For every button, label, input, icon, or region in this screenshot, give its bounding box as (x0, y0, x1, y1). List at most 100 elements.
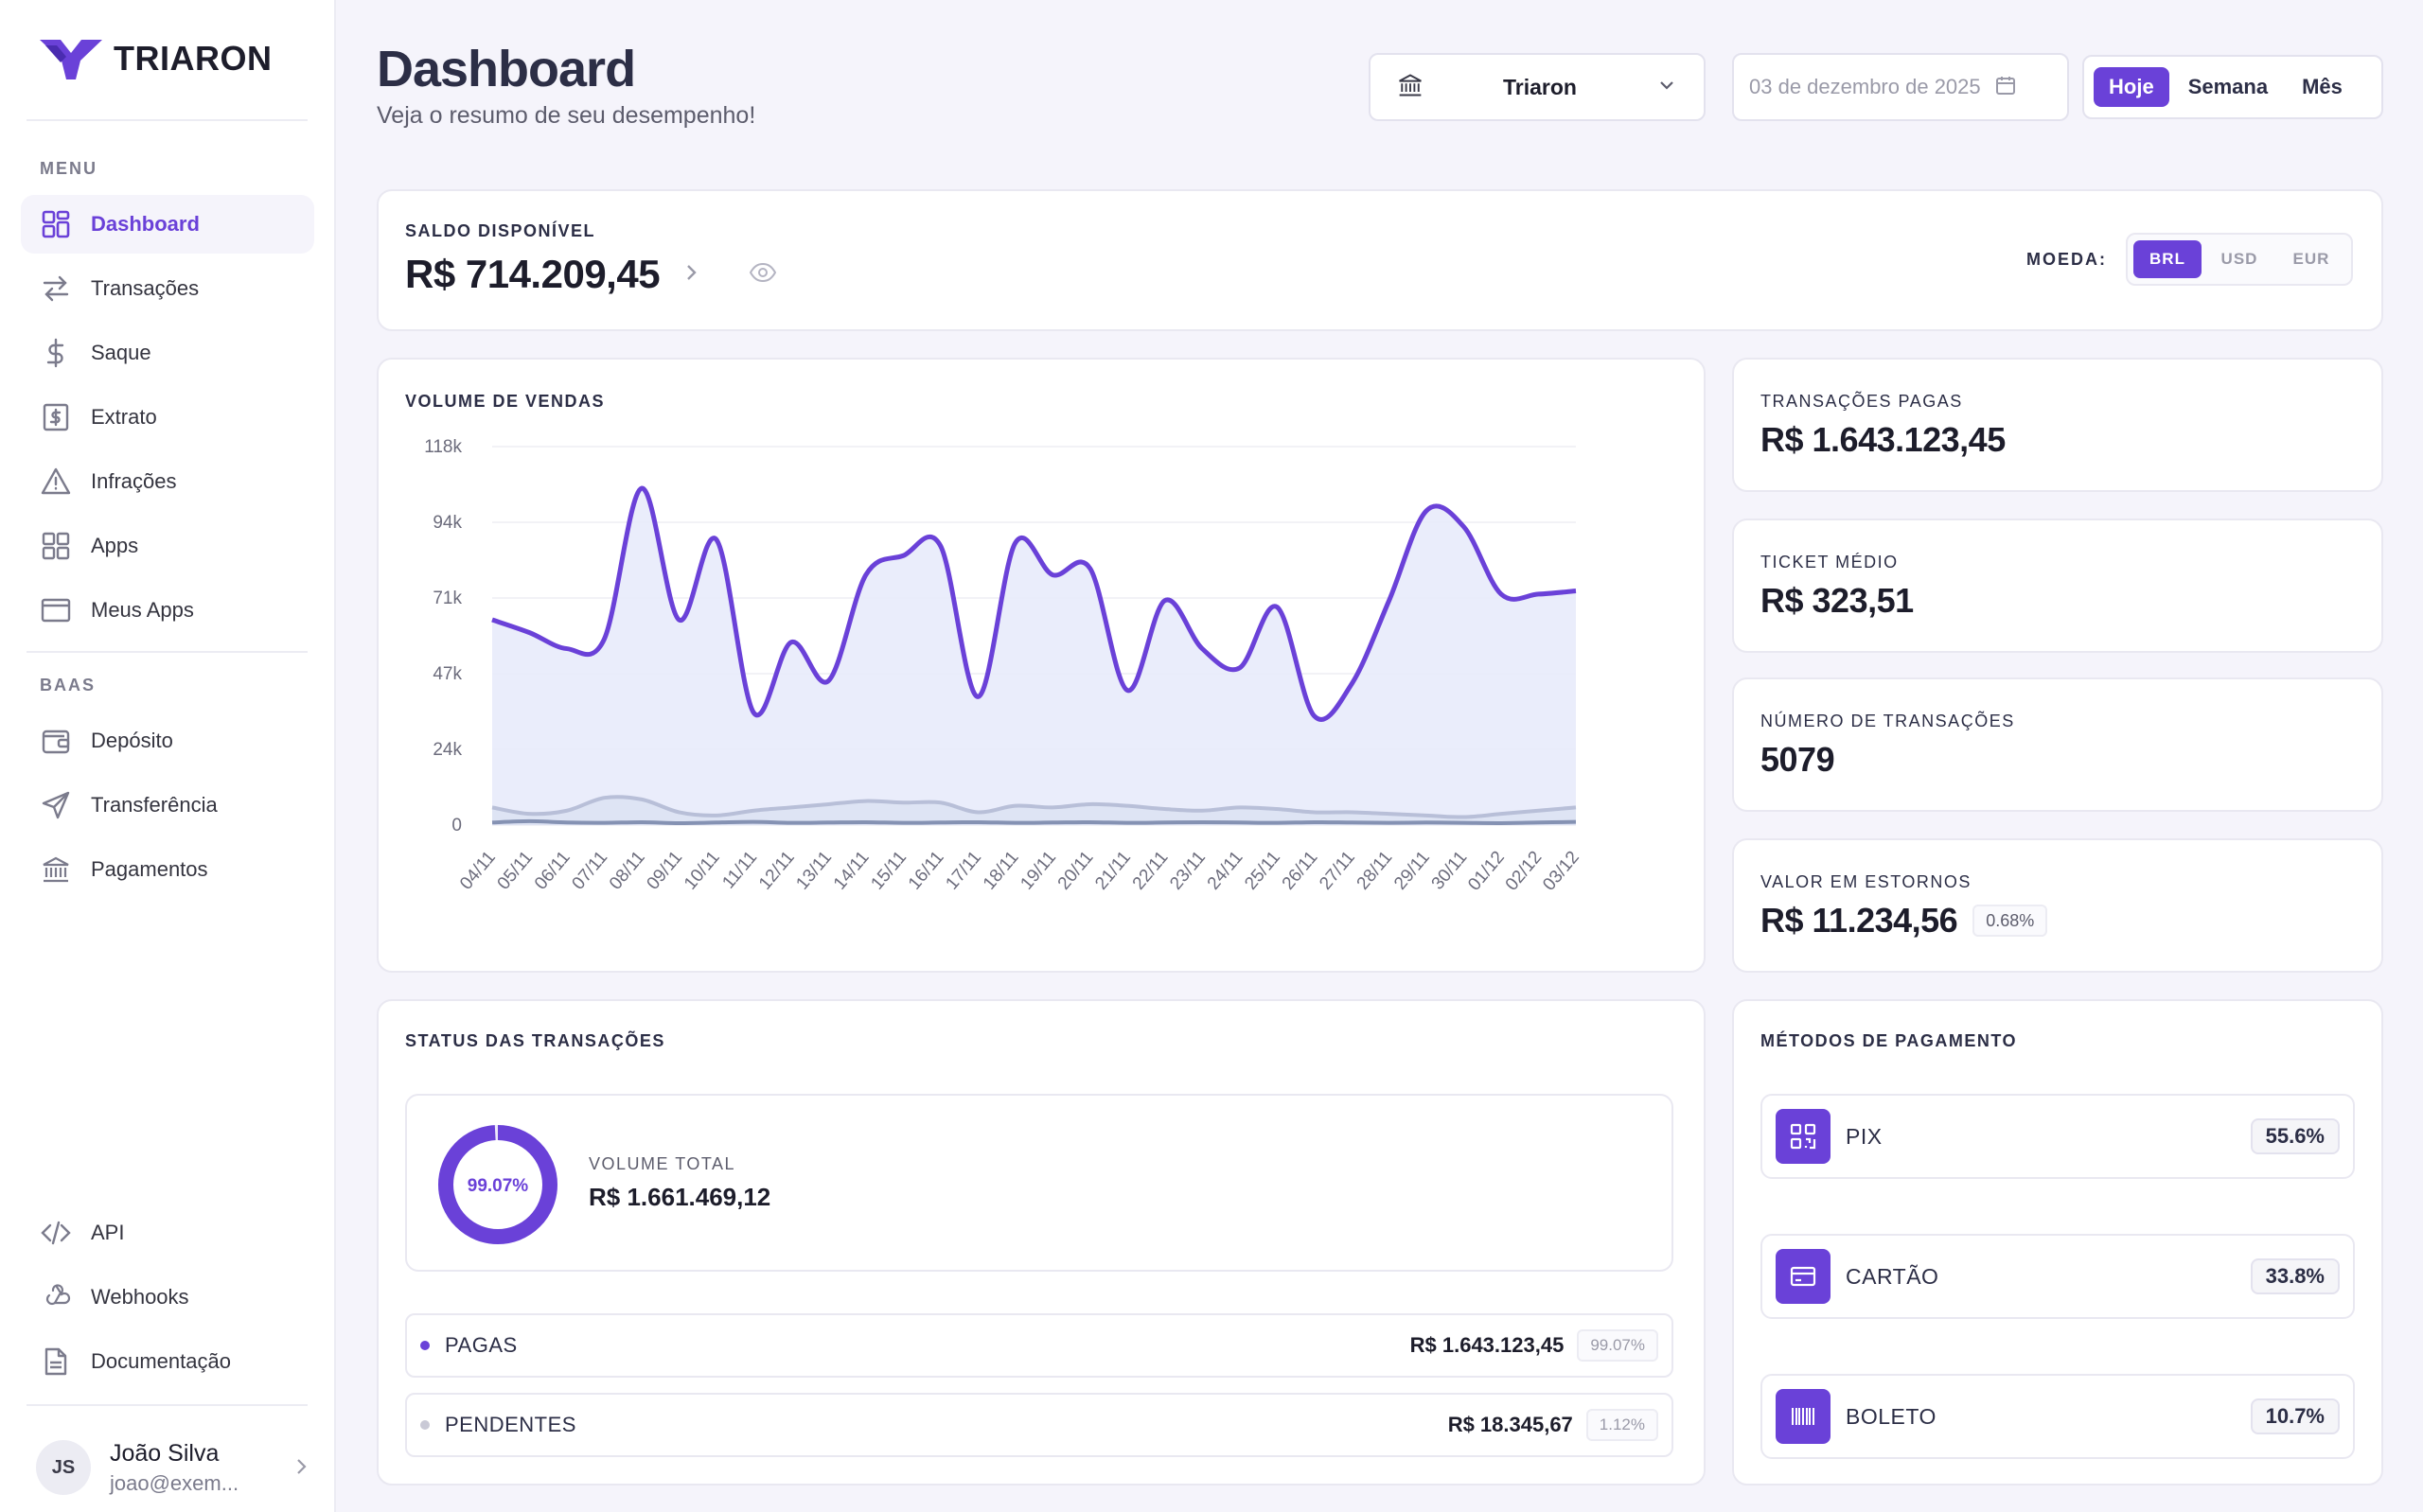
user-profile[interactable]: JS João Silva joao@exem... (36, 1434, 310, 1501)
kpi-ticket-card: TICKET MÉDIO R$ 323,51 (1732, 519, 2383, 653)
sidebar-item-label: Meus Apps (91, 598, 194, 622)
sidebar-item-meus-apps[interactable]: Meus Apps (21, 581, 314, 640)
volume-box: 99.07% VOLUME TOTAL R$ 1.661.469,12 (405, 1094, 1673, 1272)
period-toggle: Hoje Semana Mês (2082, 55, 2383, 119)
kpi-value: R$ 323,51 (1760, 581, 1914, 620)
x-tick-label: 28/11 (1353, 848, 1397, 894)
period-week-button[interactable]: Semana (2187, 75, 2269, 98)
currency-eur-button[interactable]: EUR (2292, 250, 2330, 268)
sidebar-item-label: Saque (91, 341, 151, 364)
y-tick-label: 71k (433, 589, 462, 608)
balance-card: SALDO DISPONÍVEL R$ 714.209,45 MOEDA: BR… (377, 189, 2383, 331)
currency-brl-button[interactable]: BRL (2133, 240, 2202, 278)
triaron-logo-icon (40, 40, 102, 79)
status-amount: R$ 18.345,67 (1447, 1413, 1573, 1436)
brand-name: TRIARON (114, 39, 273, 78)
payment-method-percent: 55.6% (2250, 1118, 2340, 1154)
sidebar-item-label: API (91, 1221, 125, 1244)
sidebar-item-extrato[interactable]: Extrato (21, 388, 314, 447)
sidebar-item-deposito[interactable]: Depósito (21, 712, 314, 770)
chevron-right-icon[interactable] (682, 260, 701, 290)
sales-chart: 0 24k 47k 71k 94k 118k 04/1105/1106/1107/1108/… (424, 437, 1583, 895)
y-tick-label: 24k (433, 740, 462, 760)
status-amount: R$ 1.643.123,45 (1409, 1333, 1565, 1357)
dollar-icon (40, 337, 72, 369)
receipt-icon (40, 401, 72, 433)
series-line-1 (491, 795, 1577, 819)
status-donut: 99.07% (438, 1125, 557, 1244)
divider (27, 1404, 308, 1406)
account-select[interactable]: Triaron (1369, 53, 1706, 121)
kpi-value: 5079 (1760, 740, 1835, 779)
x-tick-label: 29/11 (1390, 848, 1434, 894)
period-today-button[interactable]: Hoje (2094, 67, 2169, 107)
balance-value: R$ 714.209,45 (405, 252, 661, 296)
period-month-button[interactable]: Mês (2302, 75, 2343, 98)
sidebar-item-apps[interactable]: Apps (21, 517, 314, 575)
sidebar-item-saque[interactable]: Saque (21, 324, 314, 382)
logo[interactable]: TRIARON (40, 38, 273, 79)
kpi-value: R$ 11.234,56 (1760, 901, 1958, 940)
x-tick-label: 09/11 (643, 848, 686, 894)
wallet-icon (40, 725, 72, 757)
currency-toggle: BRL USD EUR (2126, 233, 2353, 286)
sidebar-item-label: Dashboard (91, 212, 200, 236)
x-tick-label: 15/11 (867, 848, 911, 894)
x-tick-label: 19/11 (1017, 848, 1060, 894)
donut-percent: 99.07% (468, 1176, 529, 1196)
sidebar-item-transacoes[interactable]: Transações (21, 259, 314, 318)
status-card: STATUS DAS TRANSAÇÕES 99.07% VOLUME TOTA… (377, 999, 1706, 1486)
x-tick-label: 06/11 (531, 848, 575, 894)
kpi-label: VALOR EM ESTORNOS (1760, 872, 1972, 891)
bank-icon (40, 853, 72, 886)
sidebar-item-infracoes[interactable]: Infrações (21, 452, 314, 511)
window-icon (40, 594, 72, 626)
barcode-icon (1776, 1389, 1831, 1444)
kpi-label: NÚMERO DE TRANSAÇÕES (1760, 712, 2015, 730)
x-tick-label: 22/11 (1129, 848, 1173, 894)
credit-card-icon (1776, 1249, 1831, 1304)
x-tick-label: 20/11 (1054, 848, 1098, 894)
user-email: joao@exem... (110, 1470, 239, 1495)
x-tick-label: 05/11 (494, 848, 538, 894)
x-tick-label: 10/11 (681, 848, 724, 894)
x-tick-label: 30/11 (1428, 848, 1472, 894)
payment-method-pix: PIX 55.6% (1760, 1094, 2355, 1179)
x-tick-label: 18/11 (980, 848, 1023, 894)
eye-icon[interactable] (749, 262, 777, 288)
apps-icon (40, 530, 72, 562)
kpi-label: TICKET MÉDIO (1760, 553, 1899, 571)
code-icon (40, 1217, 72, 1249)
payment-methods-title: MÉTODOS DE PAGAMENTO (1760, 1031, 2018, 1050)
x-tick-label: 13/11 (792, 848, 836, 894)
kpi-refunds-card: VALOR EM ESTORNOS R$ 11.234,56 0.68% (1732, 838, 2383, 973)
sidebar-item-pagamentos[interactable]: Pagamentos (21, 840, 314, 899)
x-tick-label: 04/11 (456, 848, 500, 894)
x-tick-label: 12/11 (755, 848, 799, 894)
series-line-0 (491, 485, 1577, 722)
payment-method-card: CARTÃO 33.8% (1760, 1234, 2355, 1319)
refund-rate-badge: 0.68% (1972, 905, 2048, 937)
kpi-paid-card: TRANSAÇÕES PAGAS R$ 1.643.123,45 (1732, 358, 2383, 492)
sidebar-item-label: Transações (91, 276, 200, 300)
volume-label: VOLUME TOTAL (589, 1154, 736, 1173)
sidebar-item-label: Transferência (91, 793, 218, 817)
currency-usd-button[interactable]: USD (2220, 250, 2258, 268)
sidebar-item-documentacao[interactable]: Documentação (21, 1332, 314, 1391)
sidebar-item-dashboard[interactable]: Dashboard (21, 195, 314, 254)
date-picker[interactable]: 03 de dezembro de 2025 (1732, 53, 2069, 121)
sidebar-item-api[interactable]: API (21, 1204, 314, 1262)
webhook-icon (40, 1281, 72, 1313)
payment-method-boleto: BOLETO 10.7% (1760, 1374, 2355, 1459)
sidebar-item-transferencia[interactable]: Transferência (21, 776, 314, 835)
baas-section-title: BAAS (40, 676, 97, 694)
calendar-icon (1994, 74, 2017, 101)
menu-section-title: MENU (40, 159, 97, 178)
payment-method-name: BOLETO (1846, 1403, 1937, 1429)
currency-label: MOEDA: (2026, 249, 2107, 269)
sidebar-item-label: Pagamentos (91, 857, 208, 881)
sidebar-item-webhooks[interactable]: Webhooks (21, 1268, 314, 1327)
sidebar-item-label: Apps (91, 534, 139, 557)
user-name: João Silva (110, 1439, 220, 1467)
grid-icon (40, 208, 72, 240)
